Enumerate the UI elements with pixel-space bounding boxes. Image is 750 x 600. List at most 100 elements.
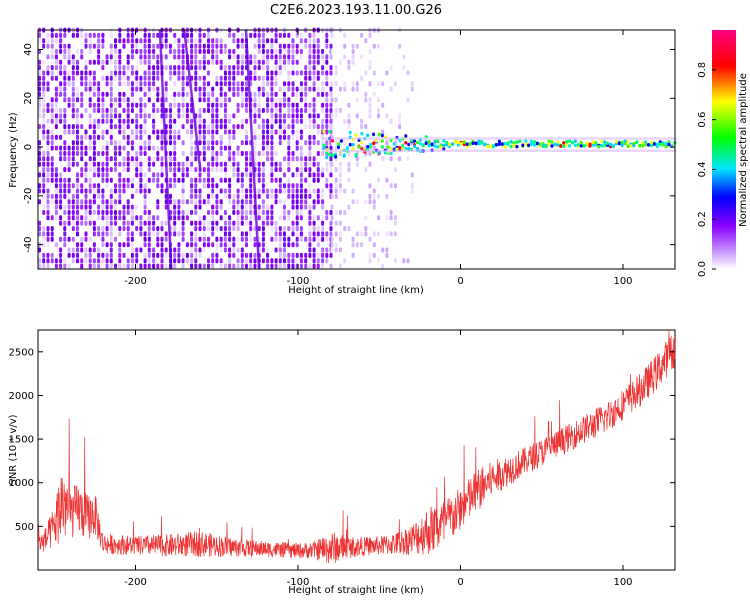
spectrogram-cell	[76, 188, 79, 194]
spectrogram-cell	[67, 129, 71, 135]
spectrogram-cell	[190, 113, 194, 119]
spectrogram-cell	[190, 54, 194, 60]
spectrogram-cell	[283, 231, 286, 237]
spectrogram-cell	[219, 75, 223, 81]
spectrogram-cell	[228, 161, 232, 167]
spectrogram-cell	[88, 97, 92, 103]
spectrogram-cell	[207, 59, 210, 65]
spectrogram-cell	[164, 97, 168, 103]
spectrogram-cell	[465, 137, 469, 140]
spectrogram-cell	[152, 156, 156, 162]
x-tick-label: 100	[613, 276, 632, 287]
spectrogram-cell	[355, 113, 359, 119]
spectrogram-cell	[181, 140, 185, 146]
spectrogram-cell	[261, 49, 265, 54]
spectrogram-cell	[489, 144, 493, 148]
spectrogram-cell	[381, 81, 385, 87]
spectrogram-cell	[299, 210, 303, 215]
spectrogram-cell	[71, 156, 75, 162]
spectrogram-cell	[591, 140, 595, 144]
spectrogram-cell	[240, 183, 244, 189]
spectrogram-cell	[156, 32, 160, 38]
spectrogram-cell	[194, 70, 198, 76]
spectrogram-cell	[185, 161, 189, 167]
spectrogram-cell	[122, 263, 126, 269]
spectrogram-cell	[232, 70, 236, 76]
spectrogram-cell	[278, 183, 282, 189]
spectrogram-cell	[291, 38, 295, 44]
spectrogram-cell	[181, 91, 185, 97]
spectrogram-cell	[427, 143, 431, 148]
spectrogram-cell	[550, 140, 554, 144]
spectrogram-cell	[565, 142, 569, 147]
spectrogram-cell	[274, 247, 278, 253]
spectrogram-cell	[118, 172, 122, 178]
spectrogram-cell	[249, 161, 253, 167]
spectrogram-cell	[173, 81, 177, 87]
spectrogram-cell	[232, 124, 236, 130]
spectrogram-cell	[63, 188, 67, 194]
spectrogram-cell	[232, 91, 236, 97]
spectrogram-cell	[71, 86, 75, 92]
spectrogram-cell	[393, 183, 397, 189]
spectrogram-cell	[329, 226, 333, 232]
spectrogram-cell	[198, 177, 202, 183]
spectrogram-cell	[527, 137, 531, 140]
spectrogram-cell	[38, 91, 41, 97]
spectrogram-cell	[63, 220, 67, 226]
spectrogram-cell	[114, 167, 117, 173]
spectrogram-cell	[253, 91, 257, 97]
spectrogram-cell	[245, 118, 248, 124]
spectrogram-cell	[364, 124, 368, 130]
spectrogram-cell	[147, 97, 151, 103]
spectrogram-cell	[635, 137, 639, 140]
spectrogram-cell	[465, 149, 469, 152]
spectrogram-cell	[291, 108, 295, 113]
spectrogram-cell	[139, 86, 143, 92]
spectrogram-cell	[404, 149, 408, 152]
spectrogram-cell	[59, 177, 63, 183]
spectrogram-cell	[105, 252, 109, 258]
spectrogram-cell	[375, 149, 378, 152]
spectrogram-cell	[42, 183, 46, 189]
spectrogram-cell	[328, 152, 332, 157]
spectrogram-cell	[215, 49, 219, 54]
spectrogram-cell	[228, 54, 232, 60]
spectrogram-cell	[266, 38, 270, 44]
spectrogram-cell	[109, 32, 113, 38]
spectrogram-cell	[295, 134, 299, 140]
spectrogram-cell	[321, 199, 325, 205]
spectrogram-cell	[80, 188, 84, 194]
spectrogram-cell	[266, 49, 270, 54]
spectrogram-cell	[181, 124, 185, 130]
spectrogram-cell	[355, 161, 359, 167]
spectrogram-cell	[105, 183, 109, 189]
spectrogram-cell	[152, 124, 156, 130]
spectrogram-cell	[219, 226, 223, 232]
spectrogram-cell	[535, 149, 539, 152]
spectrogram-cell	[71, 258, 75, 264]
spectrogram-cell	[198, 75, 202, 81]
spectrogram-cell	[173, 161, 177, 167]
spectrogram-cell	[291, 65, 295, 71]
spectrogram-cell	[101, 32, 105, 38]
spectrogram-cell	[63, 70, 67, 76]
spectrogram-cell	[650, 137, 653, 140]
spectrogram-cell	[249, 220, 253, 226]
spectrogram-cell	[308, 242, 312, 248]
spectrogram-cell	[198, 263, 202, 269]
spectrogram-cell	[219, 151, 223, 156]
spectrogram-cell	[97, 118, 101, 124]
spectrogram-cell	[360, 242, 364, 248]
spectrogram-cell	[257, 210, 261, 215]
spectrogram-cell	[245, 210, 248, 215]
spectrogram-cell	[139, 172, 143, 178]
spectrogram-cell	[321, 204, 325, 210]
spectrogram-cell	[261, 183, 265, 189]
spectrogram-cell	[459, 142, 463, 146]
spectrogram-cell	[194, 220, 198, 226]
spectrogram-cell	[219, 118, 223, 124]
spectrogram-cell	[88, 49, 92, 54]
spectrogram-cell	[109, 156, 113, 162]
spectrogram-cell	[177, 252, 181, 258]
